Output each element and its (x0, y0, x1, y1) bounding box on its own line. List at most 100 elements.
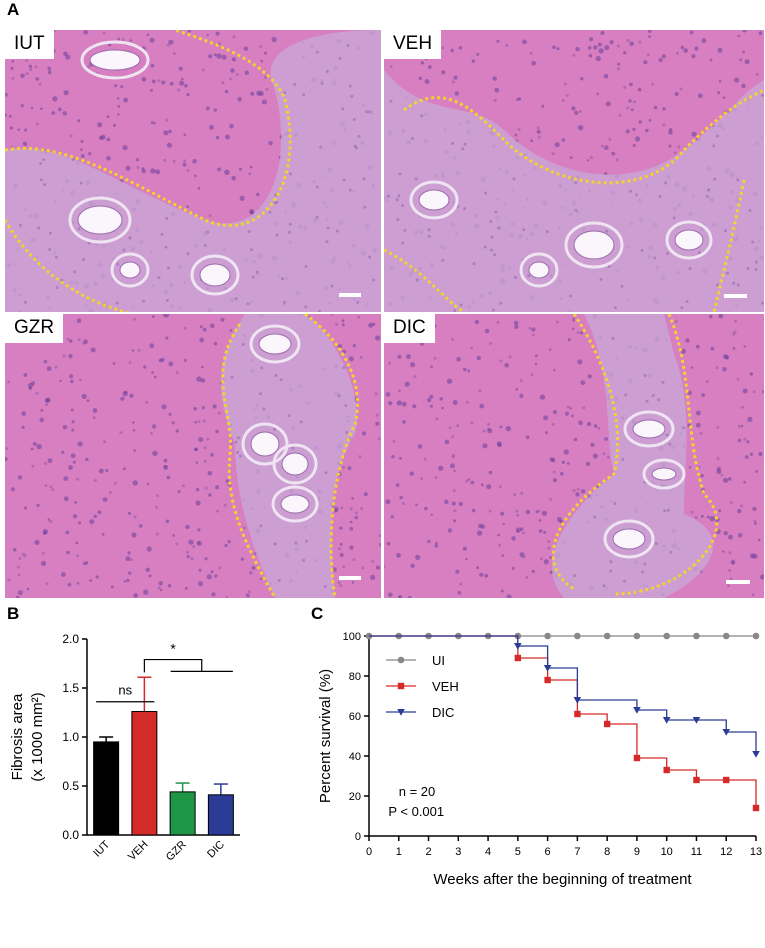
nucleus (353, 144, 357, 148)
nucleus (397, 354, 402, 359)
nucleus (726, 584, 730, 588)
nucleus (749, 452, 753, 456)
nucleus (196, 376, 202, 382)
nucleus (97, 510, 102, 515)
nucleus (221, 81, 225, 85)
nucleus (12, 547, 17, 552)
annotation-p: P < 0.001 (388, 804, 444, 819)
nucleus (18, 223, 22, 227)
nucleus (11, 76, 15, 80)
nucleus (11, 60, 14, 63)
nucleus (249, 248, 253, 252)
nucleus (688, 466, 692, 469)
nucleus (315, 50, 319, 54)
fibrosis-outline (304, 314, 360, 598)
nucleus (717, 47, 723, 53)
nucleus (552, 45, 556, 50)
nucleus (498, 543, 502, 547)
nucleus (204, 486, 208, 490)
nucleus (195, 500, 201, 506)
nucleus (43, 462, 47, 465)
nucleus (695, 410, 701, 416)
micrograph-iut: IUT (5, 30, 381, 312)
nucleus (201, 406, 205, 410)
nucleus (691, 54, 696, 59)
nucleus (342, 465, 345, 469)
nucleus (446, 378, 453, 384)
nucleus (146, 546, 152, 552)
nucleus (358, 455, 362, 459)
nucleus (751, 593, 755, 597)
nucleus (694, 46, 699, 51)
nucleus (42, 531, 47, 535)
nucleus (224, 89, 229, 94)
nucleus (206, 230, 210, 234)
nucleus (493, 253, 497, 257)
nucleus (207, 471, 213, 476)
nucleus (158, 358, 163, 363)
nucleus (662, 123, 666, 127)
nucleus (427, 65, 432, 69)
nucleus (22, 141, 28, 147)
nucleus (441, 258, 445, 262)
nucleus (749, 372, 754, 376)
nucleus (676, 51, 679, 55)
nucleus (718, 80, 722, 83)
vessel-wall (642, 458, 686, 490)
nucleus (51, 111, 56, 115)
nucleus (201, 68, 205, 72)
nucleus (389, 99, 393, 103)
nucleus (165, 118, 168, 122)
nucleus (150, 168, 156, 174)
nucleus (737, 508, 742, 514)
nucleus (626, 106, 630, 110)
nucleus (70, 408, 74, 412)
data-point (543, 665, 552, 672)
nucleus (498, 485, 502, 489)
nucleus (7, 578, 11, 582)
nucleus (7, 380, 11, 384)
nucleus (117, 37, 121, 41)
nucleus (225, 479, 230, 483)
nucleus (158, 581, 163, 586)
nucleus (593, 45, 598, 50)
x-tick-label: 6 (545, 846, 551, 858)
x-axis-label: Weeks after the beginning of treatment (433, 871, 692, 888)
nucleus (752, 506, 757, 512)
significance-label: * (170, 641, 176, 657)
nucleus (361, 431, 366, 436)
nucleus (347, 466, 352, 471)
nucleus (516, 98, 519, 101)
nucleus (106, 115, 110, 119)
nucleus (349, 507, 353, 511)
nucleus (547, 540, 551, 543)
nucleus (611, 336, 615, 340)
nucleus (5, 92, 8, 97)
tissue-illustration (5, 314, 381, 598)
nucleus (672, 216, 676, 220)
data-point (752, 804, 760, 812)
nucleus (156, 494, 159, 497)
micrograph-dic: DIC (384, 314, 764, 598)
nucleus (165, 336, 169, 340)
nucleus (342, 178, 346, 182)
nucleus (345, 430, 349, 434)
nucleus (17, 590, 23, 596)
nucleus (338, 547, 341, 551)
nucleus (199, 325, 203, 329)
x-tick-label: IUT (91, 838, 112, 859)
nucleus (357, 315, 361, 319)
nucleus (225, 134, 230, 140)
nucleus (77, 441, 83, 447)
nucleus (438, 465, 444, 471)
nucleus (549, 497, 553, 501)
nucleus (115, 301, 119, 305)
nucleus (572, 574, 576, 578)
nucleus (195, 461, 198, 464)
vessel-wall (271, 485, 319, 523)
nucleus (493, 98, 497, 102)
vessel-lumen (258, 333, 292, 355)
nucleus (404, 381, 410, 387)
nucleus (718, 314, 724, 319)
nucleus (569, 294, 573, 298)
